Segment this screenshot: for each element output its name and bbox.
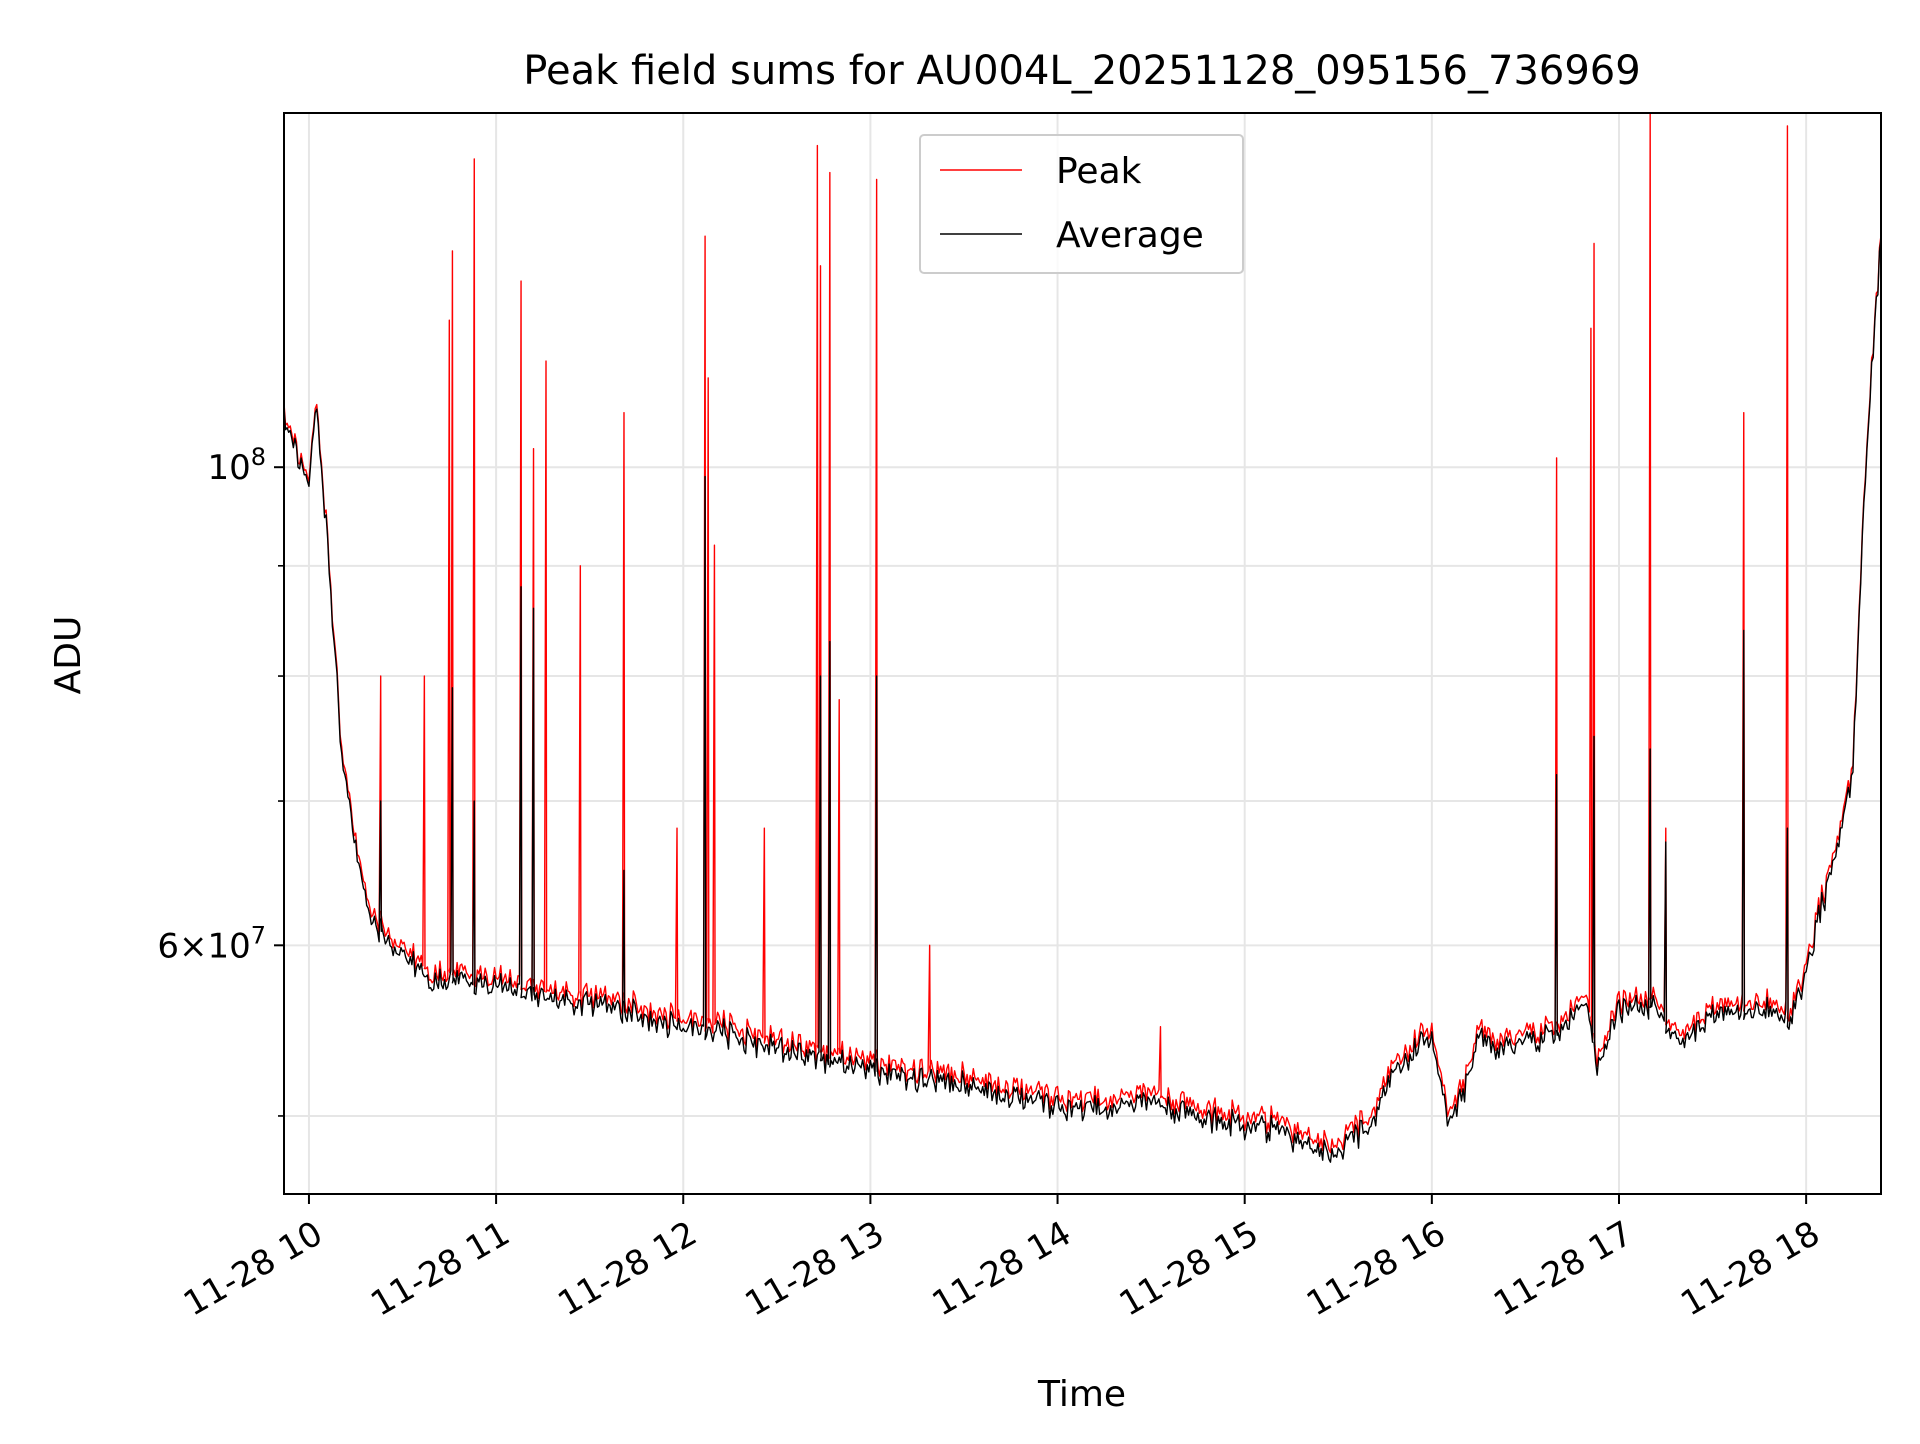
plot-frame <box>283 112 1882 1195</box>
x-axis-label: Time <box>1037 1374 1126 1415</box>
series-line-peak <box>283 112 1882 1154</box>
plot-series <box>283 112 1882 1163</box>
chart-title: Peak field sums for AU004L_20251128_0951… <box>523 48 1640 94</box>
y-tick-label: 6×107 <box>157 921 266 966</box>
series-line-average <box>283 239 1882 1163</box>
legend: Peak Average <box>919 134 1244 274</box>
y-tick-label: 108 <box>207 443 266 488</box>
legend-label-peak: Peak <box>1056 151 1142 192</box>
y-axis-label: ADU <box>48 616 89 695</box>
legend-label-average: Average <box>1056 215 1204 256</box>
y-axis-ticks: 108 6×107 <box>157 443 284 1117</box>
